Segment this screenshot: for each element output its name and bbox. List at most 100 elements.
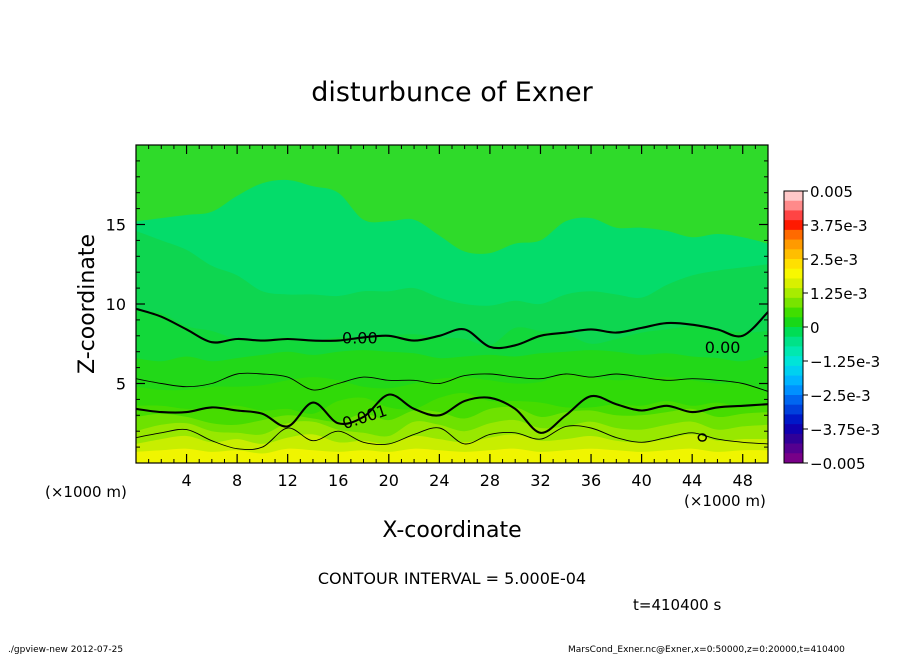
colorbar-swatch	[784, 443, 803, 454]
y-tick-label-5: 5	[116, 375, 126, 394]
colorbar-swatch	[784, 395, 803, 406]
colorbar-swatch	[784, 356, 803, 367]
colorbar-swatch	[784, 210, 803, 221]
colorbar-ticks: 0.005 3.75e-3 2.5e-3 1.25e-3 0 −1.25e-3 …	[803, 183, 880, 473]
contour-line-0.001	[136, 393, 768, 434]
x-units-left: (×1000 m)	[45, 483, 127, 501]
y-tick-label-10: 10	[106, 295, 126, 314]
colorbar-swatch	[784, 229, 803, 240]
colorbar-label-8: −0.005	[810, 455, 866, 473]
time-stamp: t=410400 s	[633, 596, 721, 614]
x-axis-label: X-coordinate	[382, 518, 521, 543]
colorbar-tick-5: −1.25e-3	[803, 353, 880, 371]
contour-band-0	[136, 448, 768, 463]
colorbar-swatch	[784, 433, 803, 444]
colorbar-tick-8: −0.005	[803, 455, 866, 473]
colorbar-swatch	[784, 191, 803, 202]
colorbar-label-5: −1.25e-3	[810, 353, 880, 371]
y-tick-5: 5	[116, 375, 768, 394]
x-tick-label-32: 32	[530, 471, 550, 490]
colorbar-swatch	[784, 220, 803, 231]
x-tick-label-20: 20	[379, 471, 399, 490]
chart-title: disturbunce of Exner	[311, 77, 593, 108]
minor-ticks	[136, 145, 768, 463]
colorbar-swatch	[784, 297, 803, 308]
colorbar-tick-7: −3.75e-3	[803, 421, 880, 439]
colorbar-swatch	[784, 317, 803, 328]
colorbar-swatch	[784, 288, 803, 299]
colorbar-tick-1: 3.75e-3	[803, 217, 868, 235]
x-tick-24: 24	[429, 145, 450, 490]
colorbar-swatch	[784, 268, 803, 279]
x-tick-label-12: 12	[278, 471, 298, 490]
colorbar-swatch	[784, 365, 803, 376]
x-tick-label-8: 8	[232, 471, 242, 490]
contour-label-zero-right: 0.00	[705, 338, 741, 357]
colorbar-swatch	[784, 259, 803, 270]
colorbar-label-2: 2.5e-3	[810, 251, 858, 269]
contour-closed-loop	[697, 433, 708, 442]
x-tick-12: 12	[278, 145, 298, 490]
x-tick-4: 4	[181, 145, 192, 490]
colorbar-swatch	[784, 307, 803, 318]
colorbar-label-6: −2.5e-3	[810, 387, 871, 405]
x-tick-label-28: 28	[480, 471, 500, 490]
contour-line-0.0015	[136, 425, 768, 451]
colorbar-swatch	[784, 336, 803, 347]
x-tick-label-16: 16	[328, 471, 348, 490]
y-axis-ticks: 5 10 15	[106, 216, 768, 394]
colorbar-label-0: 0.005	[810, 183, 853, 201]
x-tick-32: 32	[530, 145, 551, 490]
colorbar	[784, 191, 803, 464]
colorbar-tick-0: 0.005	[803, 183, 853, 201]
x-tick-20: 20	[379, 145, 399, 490]
colorbar-swatch	[784, 404, 803, 415]
colorbar-swatch	[784, 385, 803, 396]
x-tick-8: 8	[232, 145, 242, 490]
contour-lines	[136, 307, 768, 451]
x-tick-label-4: 4	[181, 471, 191, 490]
colorbar-label-1: 3.75e-3	[810, 217, 868, 235]
colorbar-swatch	[784, 375, 803, 386]
footer-right: MarsCond_Exner.nc@Exner,x=0:50000,z=0:20…	[568, 645, 845, 654]
x-tick-label-44: 44	[682, 471, 702, 490]
colorbar-swatch	[784, 424, 803, 435]
x-tick-label-48: 48	[733, 471, 753, 490]
x-units-right: (×1000 m)	[684, 492, 766, 510]
filled-contour-bands	[136, 179, 768, 463]
colorbar-swatch	[784, 327, 803, 338]
x-tick-label-40: 40	[631, 471, 651, 490]
colorbar-swatch	[784, 249, 803, 260]
colorbar-tick-4: 0	[803, 319, 820, 337]
x-axis-ticks: 4 8 12 16 20 24 28 32 36 40 44 48	[181, 145, 753, 490]
footer-left: ./gpview-new 2012-07-25	[8, 645, 123, 654]
x-tick-28: 28	[480, 145, 500, 490]
colorbar-swatch	[784, 239, 803, 250]
colorbar-label-4: 0	[810, 319, 820, 337]
colorbar-label-3: 1.25e-3	[810, 285, 868, 303]
y-tick-10: 10	[106, 295, 768, 314]
x-tick-40: 40	[631, 145, 652, 490]
x-tick-44: 44	[682, 145, 702, 490]
colorbar-tick-2: 2.5e-3	[803, 251, 858, 269]
colorbar-swatch	[784, 453, 803, 464]
colorbar-swatch	[784, 278, 803, 289]
y-axis-label: Z-coordinate	[75, 234, 100, 374]
x-tick-label-36: 36	[581, 471, 601, 490]
x-tick-48: 48	[733, 145, 753, 490]
x-tick-36: 36	[581, 145, 601, 490]
x-tick-16: 16	[328, 145, 348, 490]
x-tick-label-24: 24	[429, 471, 449, 490]
y-tick-15: 15	[106, 216, 768, 235]
y-tick-label-15: 15	[106, 216, 126, 235]
colorbar-tick-6: −2.5e-3	[803, 387, 871, 405]
colorbar-label-7: −3.75e-3	[810, 421, 880, 439]
contour-label-zero-left: 0.00	[342, 328, 378, 347]
contour-interval: CONTOUR INTERVAL = 5.000E-04	[318, 569, 586, 588]
colorbar-swatch	[784, 346, 803, 357]
colorbar-swatch	[784, 414, 803, 425]
contour-line-5.0E-4	[136, 372, 768, 392]
colorbar-tick-3: 1.25e-3	[803, 285, 868, 303]
contour-line-0.00	[136, 307, 768, 350]
